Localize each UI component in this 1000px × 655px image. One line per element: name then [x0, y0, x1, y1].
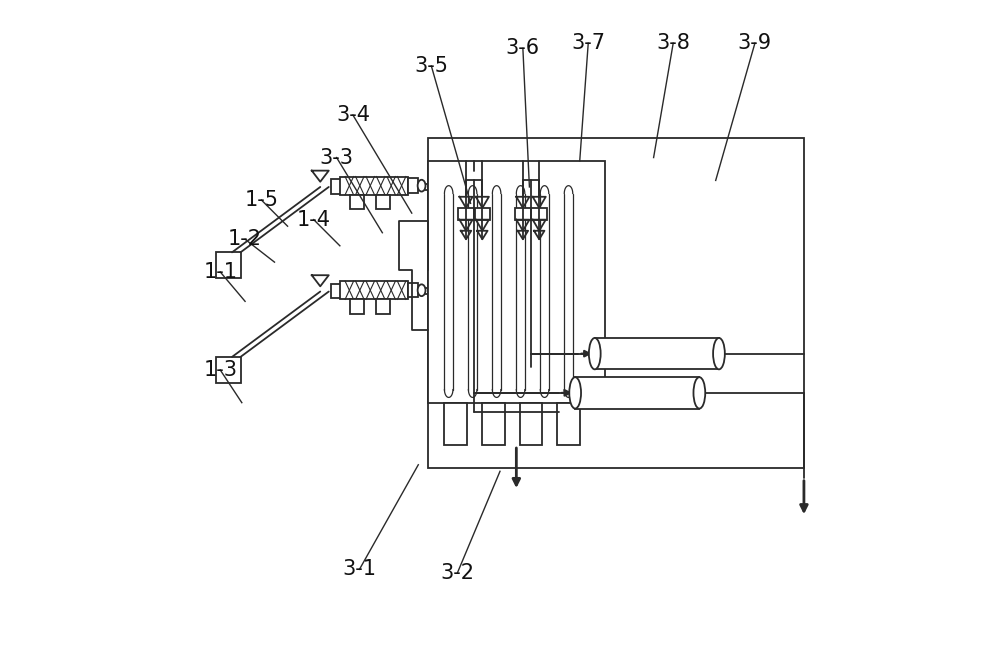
- Bar: [350, 299, 364, 314]
- Bar: [408, 283, 418, 297]
- Text: 3-9: 3-9: [738, 33, 772, 53]
- Bar: [428, 161, 605, 403]
- Ellipse shape: [569, 377, 581, 409]
- Text: 3-1: 3-1: [342, 559, 376, 579]
- Bar: [428, 138, 804, 468]
- Ellipse shape: [589, 338, 601, 369]
- Text: 3-7: 3-7: [571, 33, 605, 53]
- Bar: [458, 208, 474, 219]
- Text: 1-1: 1-1: [203, 262, 237, 282]
- Bar: [557, 403, 580, 445]
- Bar: [444, 403, 467, 445]
- Bar: [475, 208, 490, 219]
- Bar: [340, 281, 408, 299]
- Ellipse shape: [418, 284, 425, 296]
- Bar: [531, 208, 547, 219]
- Bar: [331, 179, 341, 193]
- Text: 3-5: 3-5: [414, 56, 448, 76]
- Text: 3-6: 3-6: [506, 39, 540, 58]
- Bar: [515, 208, 531, 219]
- Text: 3-8: 3-8: [656, 33, 690, 53]
- Text: 1-2: 1-2: [228, 229, 262, 250]
- Text: 1-3: 1-3: [203, 360, 237, 380]
- Bar: [350, 195, 364, 209]
- Bar: [595, 338, 719, 369]
- Bar: [331, 284, 341, 298]
- Bar: [216, 252, 241, 278]
- Bar: [340, 176, 408, 195]
- Ellipse shape: [418, 179, 425, 191]
- Bar: [482, 403, 505, 445]
- Bar: [408, 178, 418, 193]
- Ellipse shape: [713, 338, 725, 369]
- Text: 1-5: 1-5: [244, 190, 278, 210]
- Ellipse shape: [693, 377, 705, 409]
- Text: 3-2: 3-2: [441, 563, 475, 582]
- Text: 1-4: 1-4: [297, 210, 331, 230]
- Bar: [376, 195, 390, 209]
- Text: 3-3: 3-3: [320, 147, 354, 168]
- Bar: [376, 299, 390, 314]
- Bar: [216, 357, 241, 383]
- Bar: [575, 377, 699, 409]
- Bar: [520, 403, 542, 445]
- Text: 3-4: 3-4: [336, 105, 370, 125]
